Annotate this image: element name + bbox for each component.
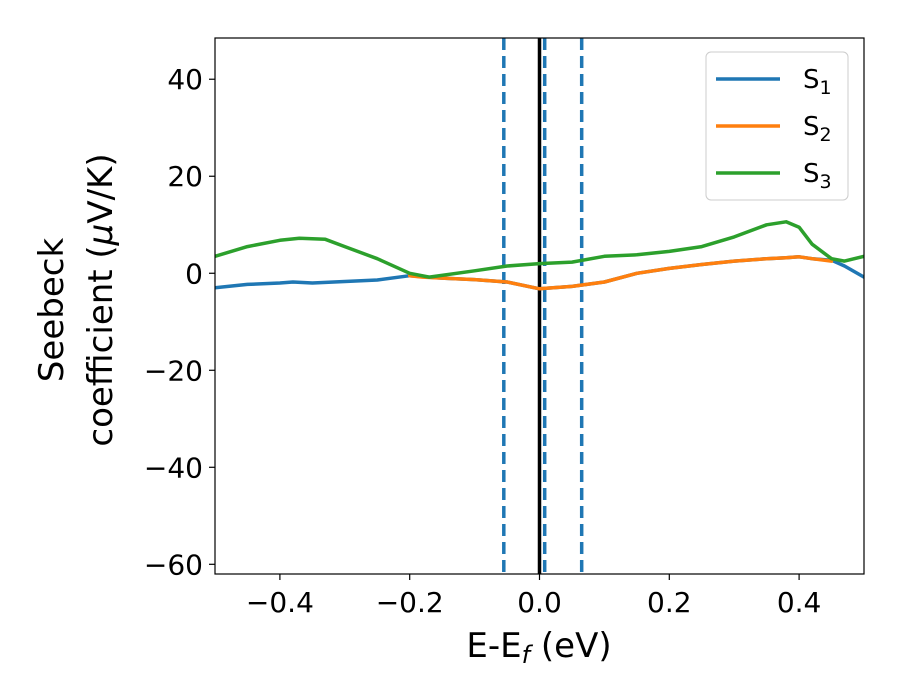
legend-label-s2: S2 [803,112,832,146]
x-tick-label: 0.2 [647,586,692,619]
series-line-s3 [215,220,864,279]
y-tick-label: −40 [144,451,203,484]
y-axis-ticks: −60 −40 −20 0 20 40 [144,63,215,581]
x-tick-label: −0.4 [246,586,314,619]
reference-lines [502,38,584,574]
y-tick-label: 0 [185,257,203,290]
x-axis-label: E-Ef (eV) [466,626,611,669]
legend-label-s1: S1 [803,65,832,99]
legend: S1 S2 S3 [705,51,849,201]
y-axis-label-line2: coefficient (μV/K) [81,153,121,446]
y-tick-label: −20 [144,354,203,387]
plot-area [215,38,864,574]
y-tick-label: −60 [144,548,203,581]
series-lines [215,220,864,291]
y-tick-label: 40 [167,63,203,96]
x-tick-label: 0.4 [777,586,822,619]
legend-label-s3: S3 [803,159,832,193]
x-tick-label: 0.0 [517,586,562,619]
x-axis-ticks: −0.4 −0.2 0.0 0.2 0.4 [246,574,821,619]
series-line-s2 [407,255,834,291]
x-tick-label: −0.2 [376,586,444,619]
y-tick-label: 20 [167,160,203,193]
y-axis-label: Seebeck [32,238,72,383]
